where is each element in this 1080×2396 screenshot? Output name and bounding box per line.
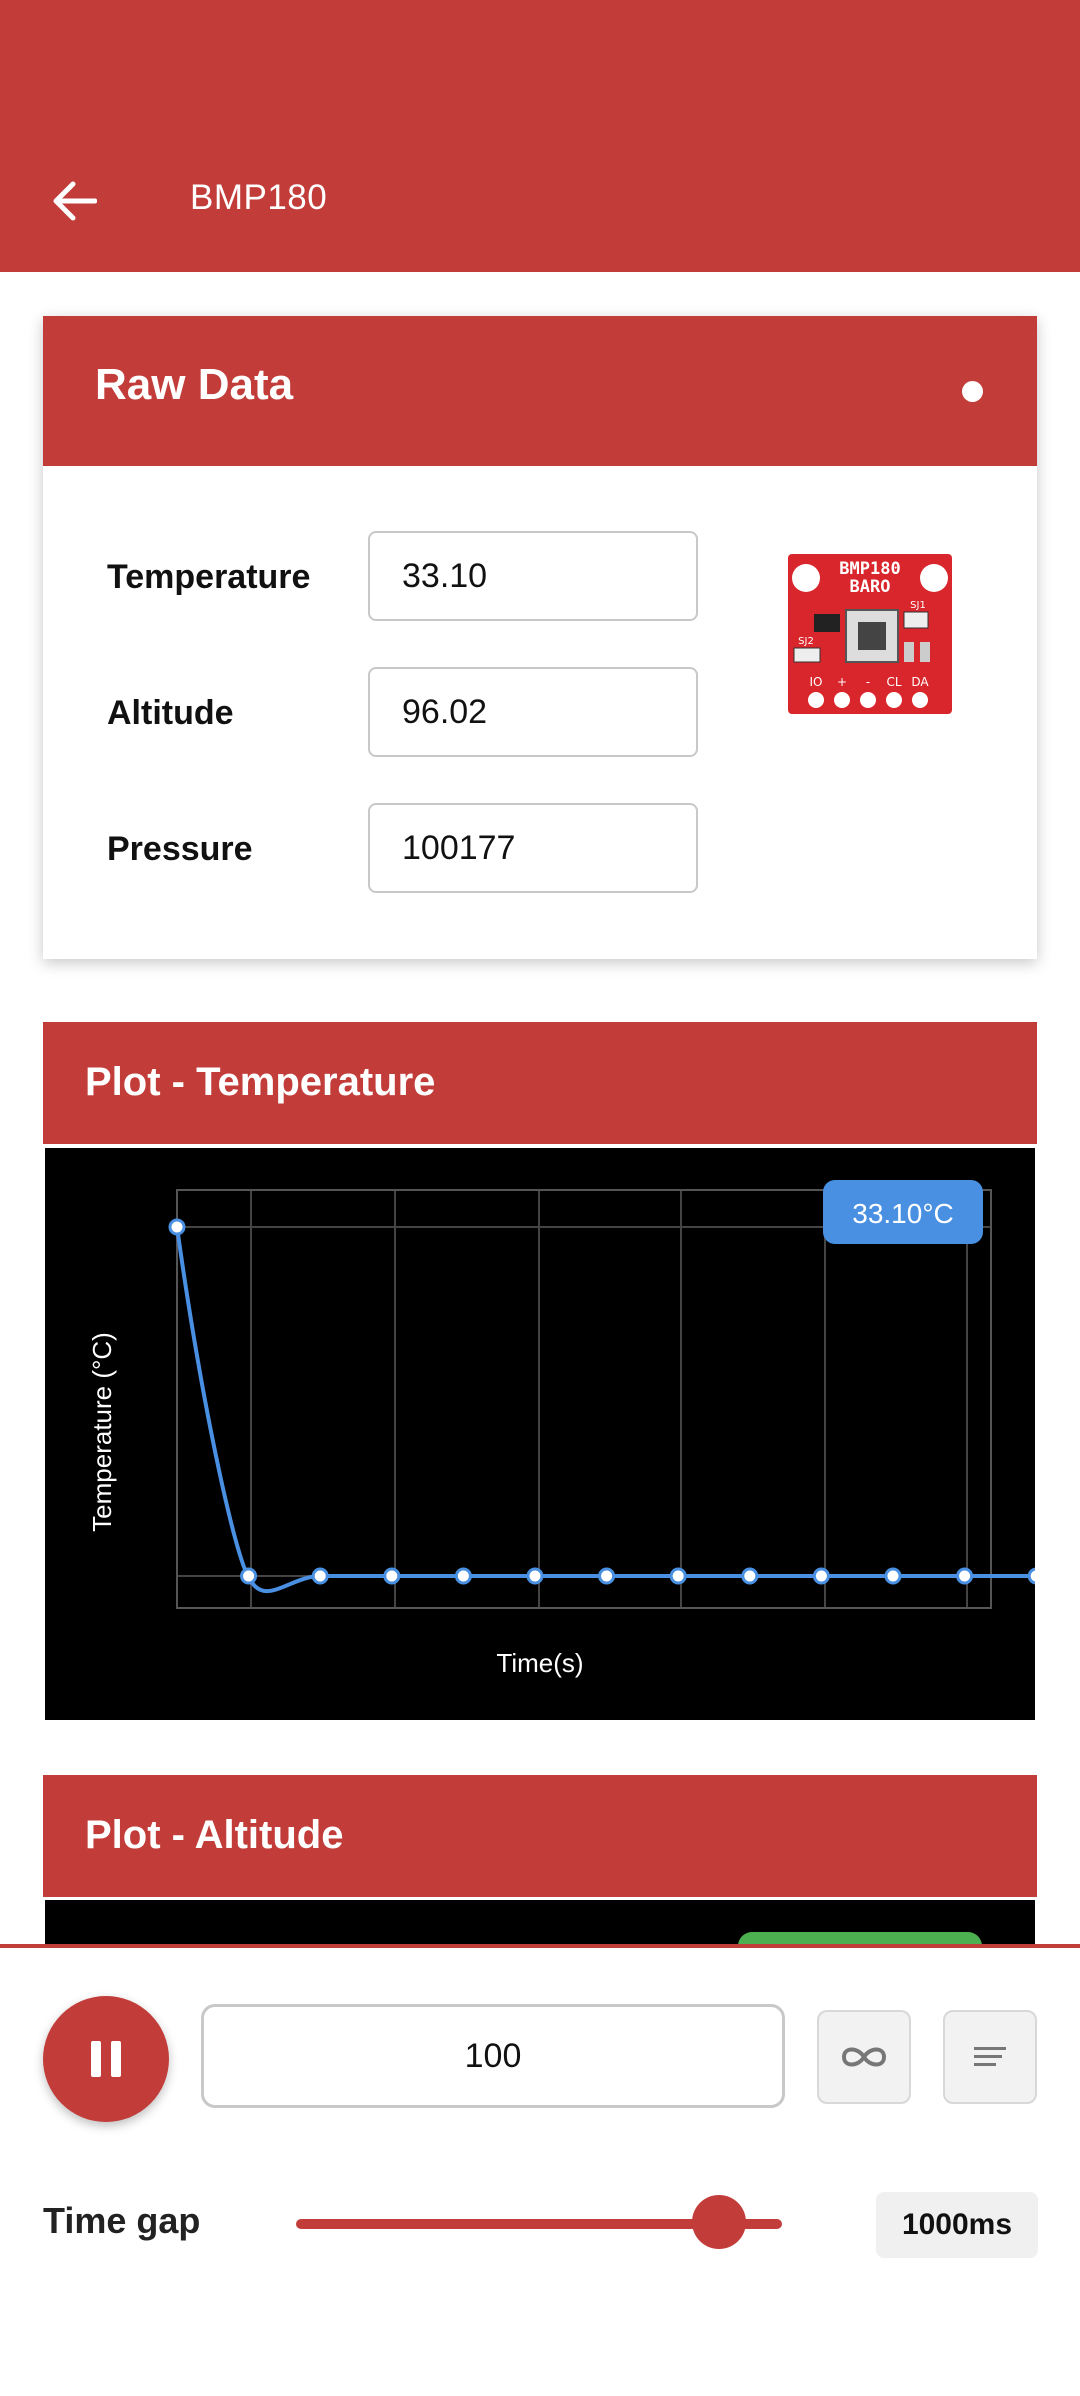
board-label: BMP180 bbox=[839, 559, 900, 579]
jumper-label-1: SJ1 bbox=[910, 600, 926, 611]
sample-count-input[interactable]: 100 bbox=[201, 2004, 785, 2108]
temperature-label: Temperature bbox=[107, 558, 311, 596]
infinity-icon bbox=[841, 2047, 887, 2067]
temperature-plot-title: Plot - Temperature bbox=[85, 1060, 436, 1104]
time-gap-slider-thumb[interactable] bbox=[691, 2195, 746, 2249]
pad-label-plus: + bbox=[837, 675, 847, 689]
pad-label-da: DA bbox=[911, 675, 929, 689]
pause-button[interactable] bbox=[43, 1996, 169, 2122]
jumper-label-2: SJ2 bbox=[798, 636, 814, 647]
bmp180-sensor-image: BMP180 BARO SJ1 SJ2 IO + - CL DA bbox=[788, 554, 952, 714]
board-sublabel: BARO bbox=[850, 577, 891, 597]
data-point bbox=[741, 1567, 759, 1585]
data-point bbox=[240, 1567, 258, 1585]
data-point bbox=[812, 1567, 830, 1585]
pause-icon bbox=[91, 2041, 121, 2077]
current-value-badge-bg bbox=[823, 1180, 983, 1244]
temperature-plot-header: Plot - Temperature bbox=[43, 1022, 1037, 1144]
temperature-series-line bbox=[175, 1226, 1037, 1594]
pressure-field: 100177 bbox=[368, 803, 698, 893]
data-point bbox=[526, 1567, 544, 1585]
current-value-badge: 33.10°C bbox=[852, 1198, 954, 1229]
data-point bbox=[311, 1567, 329, 1585]
data-point bbox=[884, 1567, 902, 1585]
raw-data-title: Raw Data bbox=[95, 360, 294, 409]
x-axis-label: Time(s) bbox=[496, 1648, 583, 1678]
data-point bbox=[598, 1567, 616, 1585]
altitude-plot-header: Plot - Altitude bbox=[43, 1775, 1037, 1897]
time-gap-value: 1000ms bbox=[876, 2192, 1038, 2258]
pressure-label: Pressure bbox=[107, 830, 253, 868]
data-point bbox=[168, 1218, 186, 1236]
loop-button[interactable] bbox=[817, 2010, 911, 2104]
plot-frame bbox=[176, 1189, 992, 1609]
pad-label-cl: CL bbox=[886, 675, 901, 689]
altitude-field: 96.02 bbox=[368, 667, 698, 757]
pad-label-io: IO bbox=[810, 675, 823, 689]
raw-data-card: Raw Data Temperature 33.10 Altitude 96.0… bbox=[43, 316, 1037, 959]
y-axis-label: Temperature (°C) bbox=[87, 1332, 117, 1532]
menu-button[interactable] bbox=[943, 2010, 1037, 2104]
bottom-controls: 100 Time gap 1000ms bbox=[0, 1944, 1080, 2396]
pad-label-minus: - bbox=[866, 675, 870, 689]
temperature-field: 33.10 bbox=[368, 531, 698, 621]
chart-grid bbox=[176, 1189, 992, 1609]
status-indicator bbox=[962, 381, 983, 402]
temperature-chart: Temperature (°C) Time(s) 33.10°C bbox=[87, 1180, 1045, 1678]
data-point bbox=[669, 1567, 687, 1585]
data-point bbox=[454, 1567, 472, 1585]
app-bar: BMP180 bbox=[0, 0, 1080, 272]
page-title: BMP180 bbox=[190, 178, 328, 217]
time-gap-slider[interactable] bbox=[296, 2219, 782, 2229]
altitude-label: Altitude bbox=[107, 694, 234, 732]
temperature-plot: Temperature (°C) Time(s) 33.10°C bbox=[45, 1148, 1045, 1720]
raw-data-header: Raw Data bbox=[43, 316, 1037, 466]
lines-icon bbox=[974, 2047, 1006, 2066]
data-point bbox=[956, 1567, 974, 1585]
time-gap-label: Time gap bbox=[43, 2200, 201, 2241]
back-button[interactable] bbox=[44, 166, 104, 236]
arrow-left-icon bbox=[53, 181, 97, 221]
temperature-points bbox=[168, 1218, 1045, 1585]
altitude-plot-title: Plot - Altitude bbox=[85, 1813, 344, 1857]
data-point bbox=[383, 1567, 401, 1585]
data-point bbox=[1027, 1567, 1045, 1585]
